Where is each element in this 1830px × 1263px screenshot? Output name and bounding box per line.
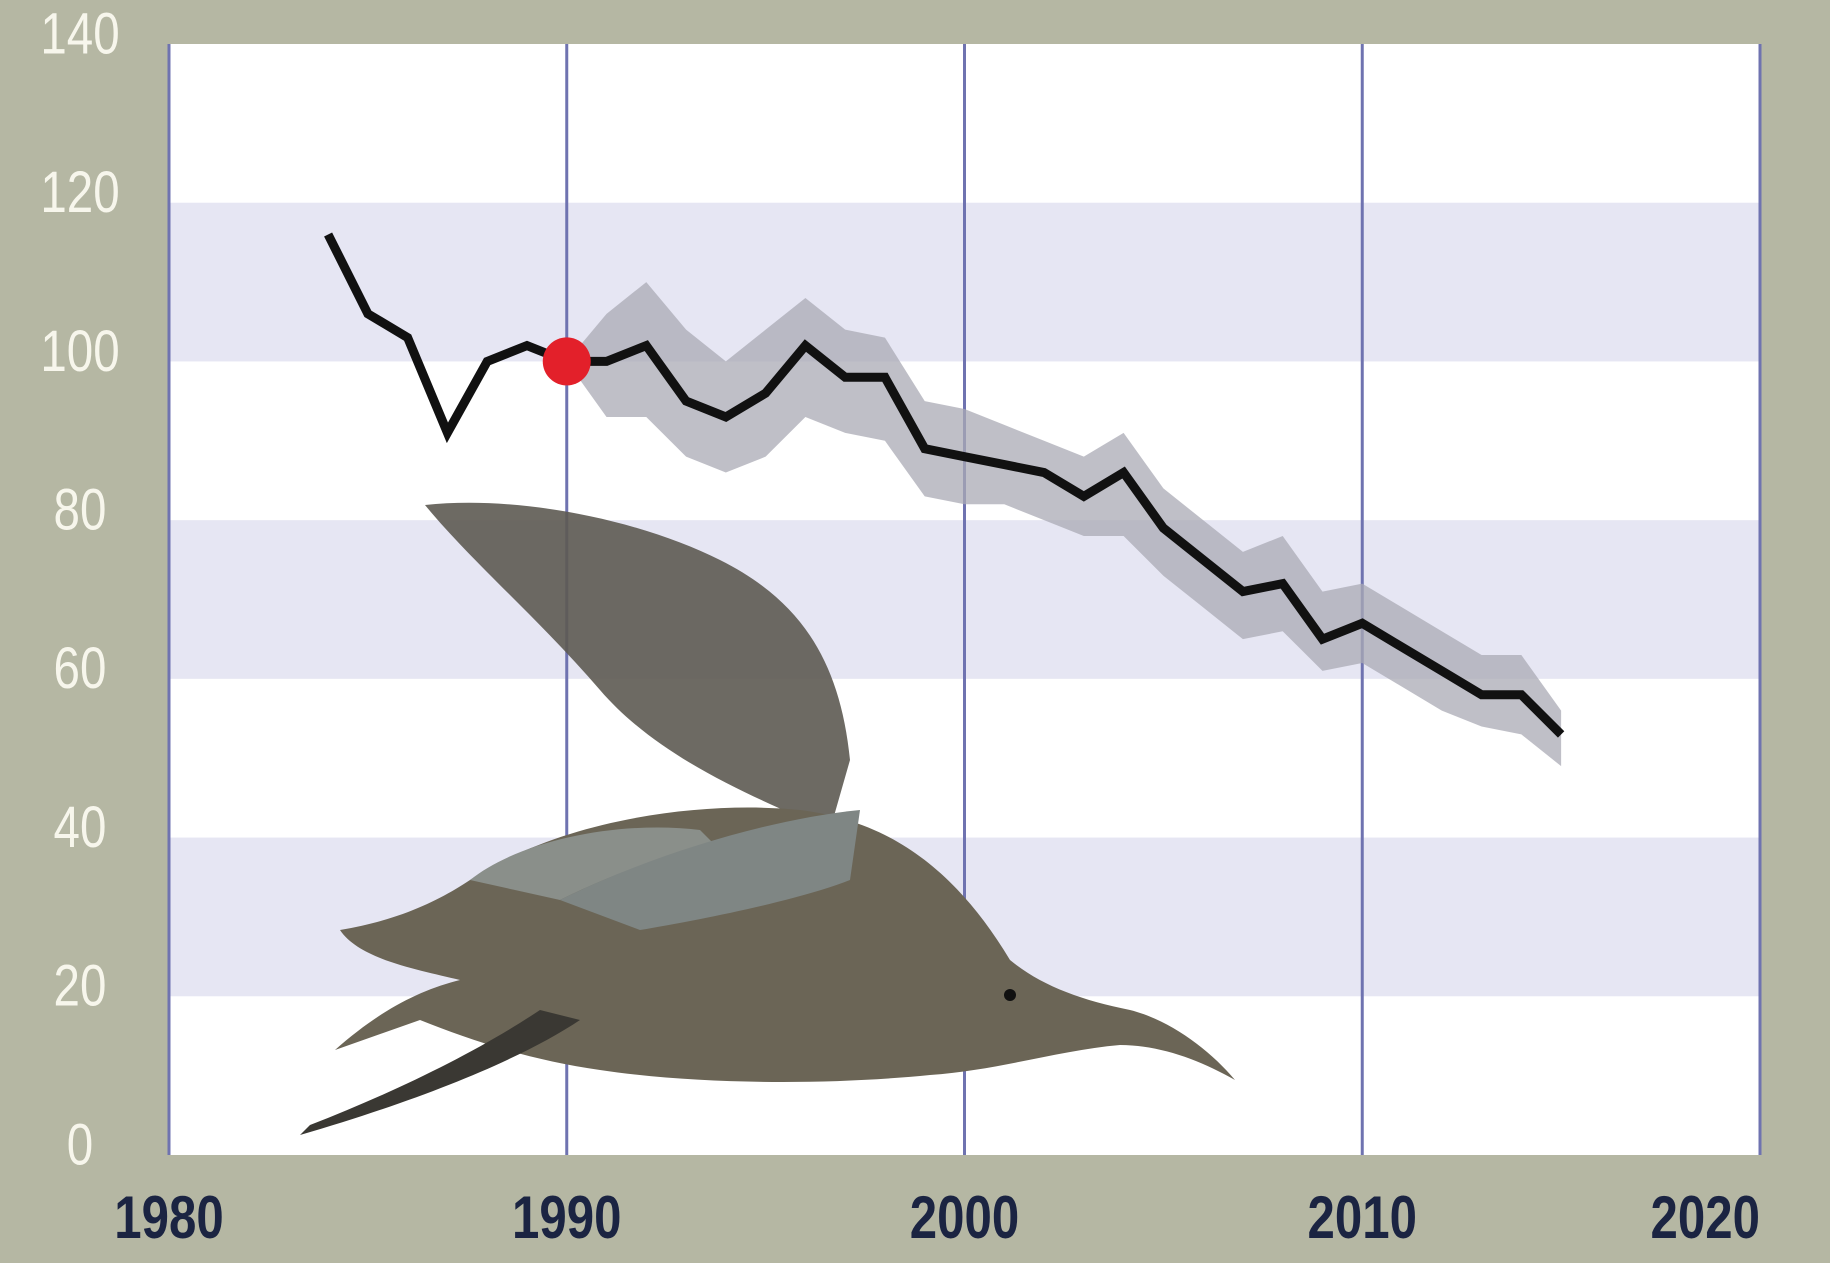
y-tick-label: 60 bbox=[54, 637, 107, 702]
x-tick-label: 2010 bbox=[1308, 1183, 1417, 1251]
y-tick-label: 100 bbox=[40, 319, 119, 384]
y-tick-label: 40 bbox=[54, 796, 107, 861]
y-tick-label: 80 bbox=[54, 478, 107, 543]
x-tick-label: 2020 bbox=[1651, 1183, 1760, 1251]
page: {"chart_data": { "type": "line", "x": [1… bbox=[0, 0, 1830, 1263]
baseline-marker bbox=[543, 337, 591, 385]
y-tick-label: 120 bbox=[40, 161, 119, 226]
y-tick-label: 0 bbox=[67, 1113, 93, 1178]
x-tick-label: 2000 bbox=[910, 1183, 1019, 1251]
x-tick-label: 1990 bbox=[512, 1183, 621, 1251]
x-tick-label: 1980 bbox=[114, 1183, 223, 1251]
y-tick-label: 140 bbox=[40, 2, 119, 67]
chart: 0 20 40 60 80 100 120 140 1980 1990 2000 2010 2020 bbox=[0, 0, 1830, 1263]
y-tick-label: 20 bbox=[54, 954, 107, 1019]
